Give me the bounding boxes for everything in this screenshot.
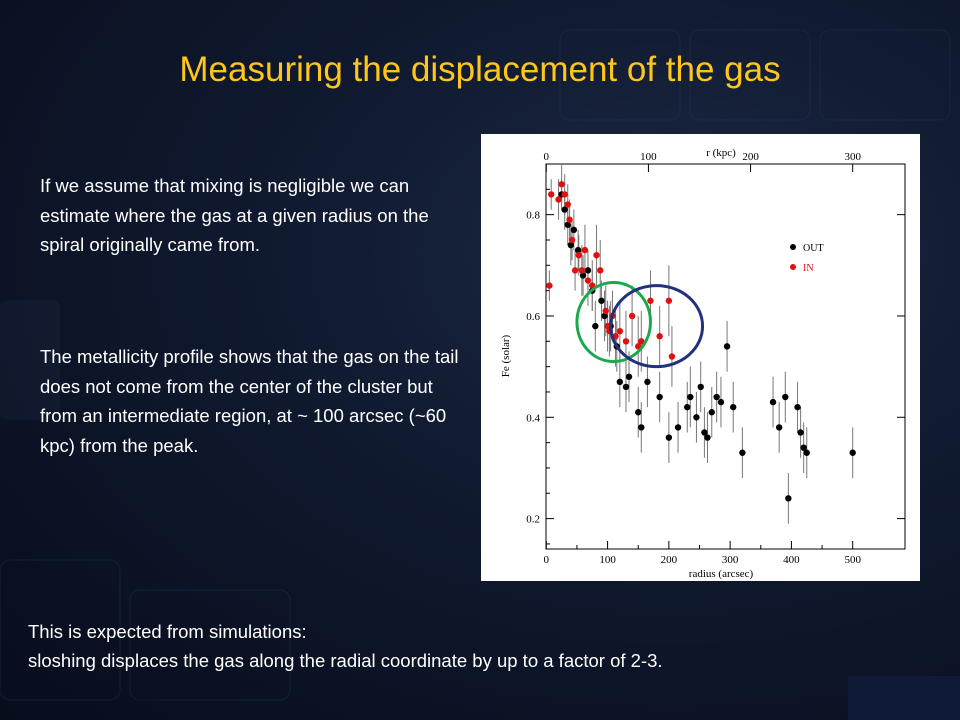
out-point-40	[797, 429, 804, 436]
out-point-16	[625, 373, 633, 380]
out-point-18	[638, 424, 645, 431]
x-tick-label-100: 100	[599, 554, 616, 566]
in-point-25	[638, 338, 645, 345]
legend-label-in: IN	[803, 263, 814, 274]
in-point-15	[597, 267, 604, 274]
legend-marker-in	[790, 264, 796, 270]
in-point-23	[628, 312, 636, 320]
out-point-32	[723, 343, 731, 350]
out-point-34	[739, 449, 746, 456]
out-point-41	[800, 444, 807, 451]
plot-frame	[545, 163, 906, 550]
top-axis-title: r (kpc)	[706, 147, 736, 159]
out-point-4	[570, 226, 578, 234]
x-tick-label-300: 300	[722, 554, 739, 566]
out-point-22	[674, 424, 682, 431]
top-tick-label-300: 300	[844, 151, 861, 163]
out-point-33	[730, 403, 737, 411]
y-axis-title: Fe (solar)	[500, 334, 512, 377]
out-point-23	[684, 403, 691, 411]
out-point-30	[713, 393, 720, 401]
out-point-43	[849, 449, 856, 456]
out-point-37	[782, 393, 789, 401]
in-point-22	[622, 338, 630, 345]
out-point-7	[584, 267, 592, 274]
out-point-10	[598, 297, 605, 304]
in-point-26	[647, 297, 654, 304]
out-point-28	[704, 434, 711, 441]
in-point-11	[581, 246, 589, 254]
out-point-14	[616, 378, 624, 386]
out-point-3	[567, 241, 575, 249]
out-point-19	[644, 378, 651, 386]
out-point-24	[687, 393, 694, 401]
out-point-25	[693, 414, 700, 421]
out-point-5	[574, 246, 582, 254]
in-point-9	[575, 251, 582, 259]
out-point-21	[665, 434, 673, 441]
out-point-35	[769, 398, 777, 406]
out-point-29	[708, 409, 715, 416]
y-tick-label-0.2: 0.2	[526, 514, 540, 526]
out-point-42	[803, 449, 810, 456]
in-point-3	[558, 181, 565, 188]
out-point-11	[601, 312, 608, 320]
y-tick-label-0.4: 0.4	[526, 412, 540, 424]
metallicity-profile-figure: r (kpc) radius (arcsec) Fe (solar) 0 100 2…	[481, 134, 920, 581]
out-point-15	[622, 383, 630, 391]
intro-paragraph: If we assume that mixing is negligible w…	[40, 175, 429, 255]
x-axis-title: radius (arcsec)	[689, 568, 754, 580]
x-tick-label-0: 0	[544, 554, 550, 566]
metallicity-paragraph: The metallicity profile shows that the g…	[40, 346, 459, 456]
in-point-29	[668, 353, 676, 360]
out-point-39	[794, 403, 801, 411]
in-point-21	[616, 327, 624, 335]
out-point-36	[775, 424, 783, 431]
in-point-1	[548, 191, 555, 198]
legend-marker-out	[790, 244, 796, 250]
out-point-27	[701, 429, 708, 436]
in-point-27	[656, 333, 663, 340]
in-point-2	[555, 196, 562, 203]
conclusion-line-2: sloshing displaces the gas along the rad…	[28, 649, 663, 671]
metallicity-scatter-chart: r (kpc) radius (arcsec) Fe (solar) 0 100 2…	[500, 147, 906, 580]
top-tick-label-0: 0	[544, 151, 550, 163]
x-tick-label-500: 500	[844, 554, 861, 566]
in-point-4	[561, 191, 568, 198]
blue-highlight-ellipse	[609, 284, 705, 369]
conclusion-line-1: This is expected from simulations:	[28, 621, 307, 642]
in-point-28	[665, 297, 673, 304]
slide-title: Measuring the displacement of the gas	[179, 50, 781, 89]
top-tick-label-100: 100	[640, 151, 657, 163]
out-point-17	[635, 409, 642, 416]
out-point-38	[785, 495, 792, 502]
conclusion-text: This is expected from simulations: slosh…	[28, 618, 828, 675]
y-tick-label-0.8: 0.8	[526, 210, 540, 222]
legend-label-out: OUT	[803, 243, 824, 254]
in-point-14	[593, 251, 600, 259]
corner-decoration	[848, 676, 960, 720]
in-point-8	[571, 267, 579, 274]
in-point-5	[564, 201, 571, 208]
out-point-20	[656, 393, 663, 401]
top-tick-label-200: 200	[742, 151, 759, 163]
green-highlight-ellipse	[575, 281, 652, 364]
out-point-31	[717, 398, 725, 406]
y-tick-label-0.6: 0.6	[526, 311, 540, 323]
out-point-9	[592, 322, 599, 330]
in-point-0	[546, 282, 553, 289]
x-tick-label-400: 400	[783, 554, 800, 566]
out-point-6	[579, 272, 587, 279]
in-point-16	[602, 307, 609, 315]
out-point-1	[561, 206, 568, 213]
x-tick-label-200: 200	[661, 554, 678, 566]
out-point-2	[564, 221, 571, 228]
out-point-26	[697, 383, 704, 391]
in-point-12	[584, 277, 592, 284]
in-point-10	[578, 267, 586, 274]
in-point-6	[566, 216, 573, 223]
in-point-7	[568, 236, 576, 244]
